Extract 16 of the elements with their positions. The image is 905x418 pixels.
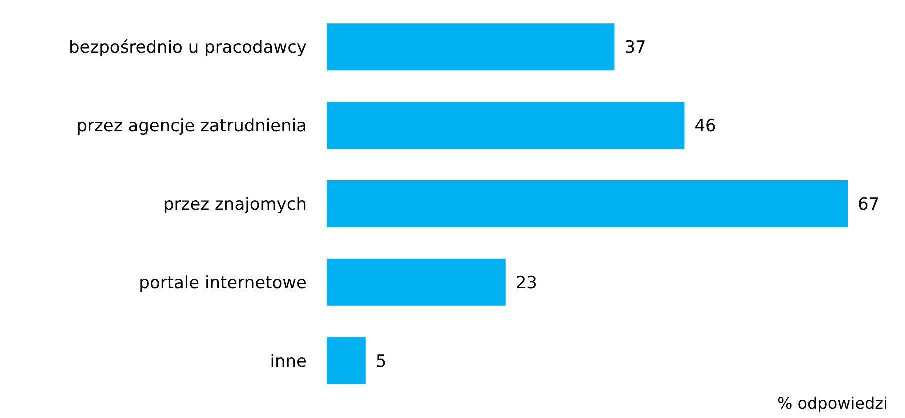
annotation: % odpowiedzi bbox=[777, 394, 888, 414]
bar bbox=[327, 24, 615, 71]
bar bbox=[327, 337, 366, 384]
bar bbox=[327, 258, 506, 306]
y-tick-label: przez agencje zatrudnienia bbox=[76, 116, 307, 137]
y-tick-label: inne bbox=[270, 352, 307, 372]
data-label: 23 bbox=[516, 273, 538, 294]
data-label: 46 bbox=[694, 116, 716, 137]
data-label: 37 bbox=[624, 38, 646, 58]
y-tick-label: portale internetowe bbox=[139, 273, 307, 294]
y-tick-label: bezpośrednio u pracodawcy bbox=[68, 38, 307, 58]
data-label: 5 bbox=[376, 352, 387, 372]
bar bbox=[327, 180, 848, 228]
bar bbox=[327, 102, 685, 150]
data-label: 67 bbox=[858, 195, 880, 216]
y-tick-label: przez znajomych bbox=[164, 195, 307, 216]
